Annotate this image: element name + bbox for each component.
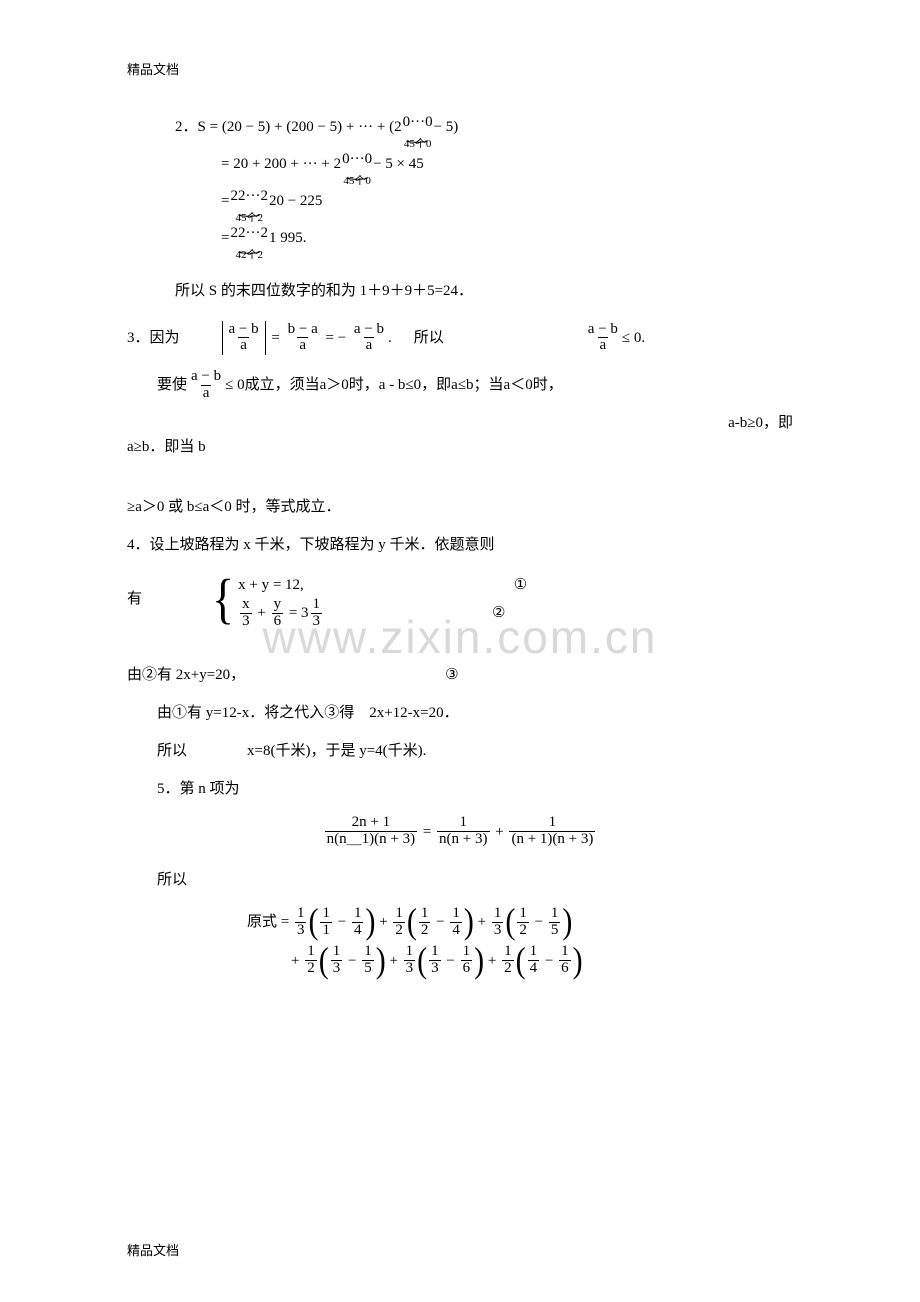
fraction: 13 — [311, 597, 323, 630]
p5-suoyi: 所以 — [157, 868, 793, 892]
fraction: 1(n + 1)(n + 3) — [509, 815, 595, 848]
problem-5-expansion: 原式 = 13 ( 11 − 14 ) + 12 ( 12 − 14 ) + 1… — [247, 906, 793, 977]
p2-l1-b: − 5) — [434, 115, 459, 139]
page: 精品文档 www.zixin.com.cn 2． S = (20 − 5) + … — [0, 0, 920, 1302]
fraction: a − ba — [586, 322, 620, 355]
p2-label: 2． — [175, 115, 198, 139]
rparen: ) — [365, 904, 375, 940]
p5-orig: 原式 = — [247, 910, 289, 934]
p2-l2-b: − 5 × 45 — [373, 152, 424, 176]
p2-l2-a: = 20 + 200 + ··· + 2 — [221, 152, 341, 176]
fraction: b − aa — [286, 322, 320, 355]
p3-le0: ≤ 0. — [622, 326, 645, 350]
fraction: 13 — [331, 944, 343, 977]
fraction: 13 — [295, 906, 307, 939]
problem-3-line1: 3．因为 a − ba = b − aa = − a − ba . 所以 a −… — [127, 321, 793, 355]
problem-5-lead: 5．第 n 项为 — [157, 777, 793, 801]
content: 2． S = (20 − 5) + (200 − 5) + ··· + (2 0… — [127, 115, 793, 977]
underbrace: 0···0 ⏞ 45个0 — [402, 115, 434, 150]
p3-line2-rest: ≤ 0成立，须当a＞0时，a - b≤0，即a≤b；当a＜0时， — [225, 373, 563, 397]
fraction: 14 — [528, 944, 540, 977]
p2-l1-a: S = (20 − 5) + (200 − 5) + ··· + (2 — [198, 115, 402, 139]
fraction: a − ba — [189, 369, 223, 402]
circle-3: ③ — [445, 663, 458, 687]
page-header: 精品文档 — [127, 60, 793, 81]
p2-conclusion: 所以 S 的末四位数字的和为 1＋9＋9＋5=24． — [175, 279, 793, 303]
fraction: 16 — [461, 944, 473, 977]
p4-step2: 由①有 y=12-x．将之代入③得 2x+12-x=20． — [157, 701, 793, 725]
fraction: 16 — [559, 944, 571, 977]
p2-l4-b: 1 995. — [269, 226, 307, 250]
p3-line3: a≥b．即当 b — [127, 435, 793, 459]
p4-step1: 由②有 2x+y=20， ③ — [127, 663, 793, 687]
underbrace: 22···2 ⏞ 42个2 — [229, 226, 269, 261]
fraction: 12 — [419, 906, 431, 939]
p3-line4: ≥a＞0 或 b≤a＜0 时，等式成立． — [127, 495, 793, 519]
p4-step3: 所以 x=8(千米)，于是 y=4(千米). — [157, 739, 793, 763]
fraction: 12 — [305, 944, 317, 977]
fraction: 11 — [320, 906, 332, 939]
fraction: y6 — [272, 597, 284, 630]
left-brace: { — [212, 572, 234, 627]
problem-4-intro: 4．设上坡路程为 x 千米，下坡路程为 y 千米．依题意则 — [127, 533, 793, 557]
problem-4-system: 有 { x + y = 12, ① x3 + y6 = 3 13 ② — [127, 571, 793, 627]
fraction: 13 — [429, 944, 441, 977]
fraction: 12 — [517, 906, 529, 939]
p3-lead: 3．因为 — [127, 326, 180, 350]
page-footer: 精品文档 — [127, 1241, 179, 1262]
fraction: 1n(n + 3) — [437, 815, 489, 848]
underbrace: 0···0 ⏞ 45个0 — [341, 152, 373, 187]
system-rows: x + y = 12, ① x3 + y6 = 3 13 ② — [238, 571, 527, 627]
fraction: 14 — [352, 906, 364, 939]
p3-line2-pre: 要使 — [157, 373, 187, 397]
lparen: ( — [308, 904, 318, 940]
circle-2: ② — [492, 601, 505, 625]
p2-l3-a: = — [221, 189, 229, 213]
underbrace: 22···2 ⏞ 45个2 — [229, 189, 269, 224]
fraction: 14 — [450, 906, 462, 939]
abs-value: a − ba — [220, 321, 268, 355]
circle-1: ① — [514, 573, 527, 597]
fraction: 12 — [502, 944, 514, 977]
fraction: 13 — [404, 944, 416, 977]
fraction: 12 — [393, 906, 405, 939]
fraction: 15 — [549, 906, 561, 939]
fraction: a − ba — [352, 322, 386, 355]
p4-you: 有 — [127, 587, 142, 611]
p2-l4-a: = — [221, 226, 229, 250]
problem-5-nth: 2n + 1n(n＿1)(n + 3) = 1n(n + 3) + 1(n + … — [127, 815, 793, 848]
p2-l3-b: 20 − 225 — [269, 189, 322, 213]
problem-2-equations: 2． S = (20 − 5) + (200 − 5) + ··· + (2 0… — [175, 115, 793, 261]
fraction: 15 — [362, 944, 374, 977]
problem-3-line2: 要使 a − ba ≤ 0成立，须当a＞0时，a - b≤0，即a≤b；当a＜0… — [157, 369, 793, 402]
fraction: x3 — [240, 597, 252, 630]
p4-eq1: x + y = 12, — [238, 573, 304, 597]
p3-mid: 所以 — [414, 326, 444, 350]
fraction: 13 — [492, 906, 504, 939]
p3-line2-tail: a-b≥0，即 — [127, 411, 793, 435]
fraction: 2n + 1n(n＿1)(n + 3) — [325, 815, 417, 848]
